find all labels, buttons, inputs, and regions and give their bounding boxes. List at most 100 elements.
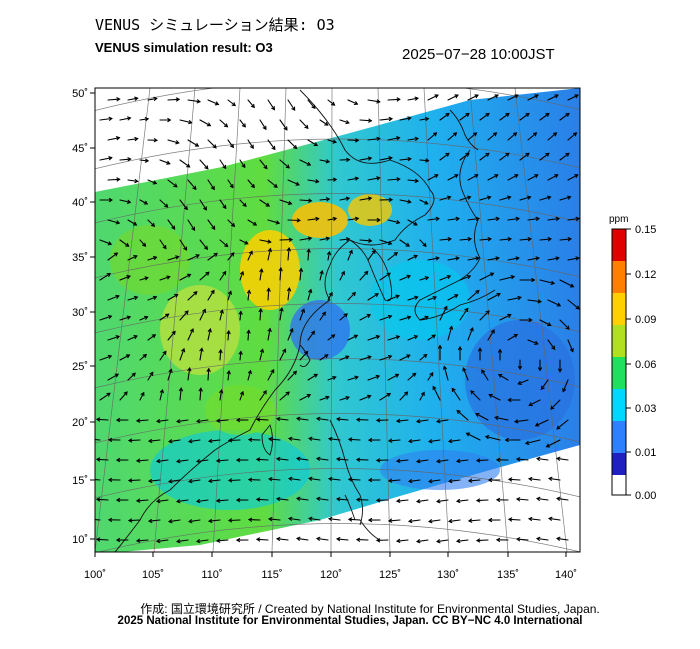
wind-vector-head bbox=[140, 391, 145, 397]
wind-vector bbox=[219, 159, 227, 169]
wind-vector-head bbox=[396, 136, 401, 141]
wind-vector-head bbox=[176, 499, 181, 504]
wind-vector bbox=[199, 387, 202, 401]
lat-tick-label: 20˚ bbox=[72, 417, 88, 429]
wind-vector-head bbox=[168, 439, 173, 444]
wind-vector bbox=[168, 479, 181, 483]
wind-vector-head bbox=[455, 216, 460, 221]
wind-vector-head bbox=[387, 354, 393, 359]
wind-vector bbox=[176, 539, 189, 543]
wind-vector-head bbox=[89, 518, 92, 521]
wind-vector bbox=[296, 497, 309, 501]
wind-vector bbox=[436, 459, 449, 463]
wind-vector bbox=[447, 94, 459, 101]
wind-vector-head bbox=[396, 458, 401, 463]
wind-vector-head bbox=[107, 517, 113, 522]
wind-vector-head bbox=[407, 157, 412, 162]
wind-vector-head bbox=[258, 308, 263, 313]
wind-vector bbox=[188, 519, 201, 523]
wind-vector-head bbox=[470, 390, 475, 395]
wind-vector-head bbox=[527, 237, 532, 242]
wind-vector-head bbox=[536, 536, 541, 541]
wind-vector bbox=[156, 459, 169, 462]
wind-vector bbox=[119, 391, 128, 401]
wind-vector bbox=[507, 174, 519, 181]
wind-vector-head bbox=[206, 367, 211, 373]
wind-vector bbox=[379, 355, 392, 361]
wind-vector bbox=[199, 347, 203, 361]
wind-vector-head bbox=[108, 156, 113, 161]
wind-vector-head bbox=[465, 432, 471, 437]
wind-vector-head bbox=[367, 477, 373, 483]
wind-vector-head bbox=[565, 152, 570, 157]
wind-vector bbox=[227, 330, 230, 341]
wind-vector-head bbox=[387, 241, 393, 246]
wind-vector bbox=[407, 372, 417, 381]
wind-vector bbox=[179, 387, 182, 401]
wind-vector bbox=[307, 248, 310, 261]
wind-vector-head bbox=[513, 334, 519, 338]
wind-vector bbox=[567, 299, 580, 310]
wind-vector-head bbox=[355, 457, 361, 462]
wind-vector-head bbox=[106, 392, 111, 397]
lon-tick-label: 135˚ bbox=[497, 569, 519, 581]
wind-vector bbox=[127, 179, 139, 182]
wind-vector-head bbox=[115, 220, 121, 225]
wind-vector bbox=[448, 439, 461, 442]
wind-vector-head bbox=[203, 206, 207, 211]
wind-vector bbox=[439, 196, 452, 201]
wind-vector bbox=[128, 519, 141, 522]
wind-vector bbox=[187, 219, 196, 231]
wind-vector-head bbox=[107, 354, 113, 359]
wind-vector-head bbox=[235, 498, 241, 503]
wind-vector-head bbox=[328, 476, 333, 482]
wind-vector bbox=[396, 499, 409, 502]
wind-vector-head bbox=[408, 439, 413, 444]
wind-vector-head bbox=[488, 393, 493, 398]
wind-vector bbox=[148, 439, 161, 442]
wind-vector bbox=[179, 273, 192, 281]
wind-vector bbox=[159, 389, 164, 401]
wind-vector-head bbox=[445, 112, 450, 117]
wind-vector-head bbox=[240, 270, 245, 276]
wind-vector-head bbox=[497, 348, 503, 353]
wind-vector-head bbox=[565, 325, 570, 330]
wind-vector-head bbox=[214, 101, 220, 106]
wind-vector-head bbox=[328, 436, 333, 442]
wind-vector-head bbox=[306, 161, 312, 166]
wind-vector-head bbox=[287, 200, 293, 205]
wind-vector bbox=[227, 370, 230, 381]
wind-vector-head bbox=[231, 102, 236, 107]
wind-vector-head bbox=[547, 237, 552, 242]
wind-vector-head bbox=[306, 248, 311, 253]
wind-vector bbox=[379, 118, 393, 121]
wind-vector-head bbox=[189, 328, 194, 333]
wind-vector-head bbox=[374, 293, 379, 297]
wind-vector bbox=[259, 268, 263, 281]
wind-vector bbox=[139, 159, 149, 162]
wind-vector-head bbox=[351, 291, 356, 297]
wind-vector bbox=[507, 94, 519, 101]
wind-vector-head bbox=[108, 197, 113, 203]
wind-vector-head bbox=[202, 308, 207, 314]
wind-vector bbox=[279, 159, 290, 169]
wind-vector-head bbox=[108, 116, 113, 121]
wind-vector bbox=[439, 306, 448, 321]
wind-vector bbox=[199, 159, 209, 170]
wind-vector bbox=[527, 257, 540, 261]
wind-vector bbox=[459, 238, 472, 241]
wind-vector bbox=[287, 370, 297, 381]
wind-vector-head bbox=[414, 136, 419, 141]
wind-vector-head bbox=[265, 202, 270, 207]
wind-vector-head bbox=[330, 334, 336, 339]
wind-vector-head bbox=[188, 479, 193, 484]
wind-vector bbox=[339, 197, 350, 201]
wind-vector-head bbox=[448, 479, 453, 484]
wind-vector bbox=[147, 334, 156, 341]
wind-vector bbox=[396, 539, 409, 542]
wind-vector-head bbox=[386, 393, 391, 397]
wind-vector-head bbox=[467, 195, 472, 200]
wind-vector-head bbox=[388, 156, 393, 161]
wind-vector-head bbox=[574, 94, 579, 99]
wind-vector bbox=[487, 94, 499, 101]
